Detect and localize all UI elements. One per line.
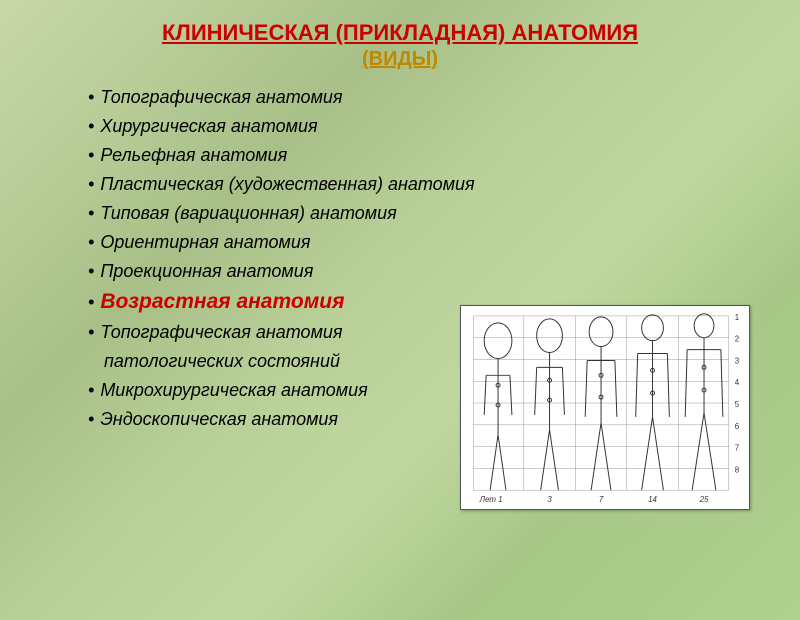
bullet-icon: •: [88, 292, 94, 313]
list-item-text: Эндоскопическая анатомия: [100, 409, 338, 430]
list-item-text: Ориентирная анатомия: [100, 232, 310, 253]
bullet-icon: •: [88, 380, 94, 401]
bullet-icon: •: [88, 87, 94, 108]
slide-title-main: КЛИНИЧЕСКАЯ (ПРИКЛАДНАЯ) АНАТОМИЯ: [0, 20, 800, 46]
svg-text:6: 6: [735, 422, 740, 431]
svg-text:7: 7: [735, 444, 739, 453]
bullet-icon: •: [88, 232, 94, 253]
svg-text:14: 14: [648, 495, 657, 504]
svg-text:1: 1: [735, 313, 740, 322]
list-item-text: Микрохирургическая анатомия: [100, 380, 367, 401]
list-item-text: Возрастная анатомия: [100, 290, 344, 314]
svg-text:5: 5: [735, 400, 740, 409]
age-proportions-svg: 1 2 3 4 5 6 7 8 Лет 1 3 7 14 25: [461, 306, 749, 509]
bullet-icon: •: [88, 409, 94, 430]
list-item: • Ориентирная анатомия: [88, 232, 800, 253]
list-item: • Пластическая (художественная) анатомия: [88, 174, 800, 195]
bullet-icon: •: [88, 261, 94, 282]
list-item: • Рельефная анатомия: [88, 145, 800, 166]
svg-text:4: 4: [735, 378, 740, 387]
list-item: • Типовая (вариационная) анатомия: [88, 203, 800, 224]
slide-title-sub: (ВИДЫ): [0, 48, 800, 71]
svg-text:3: 3: [735, 356, 740, 365]
list-item-text: Проекционная анатомия: [100, 261, 313, 282]
list-item-text: Топографическая анатомия: [100, 322, 342, 343]
svg-text:25: 25: [699, 495, 709, 504]
bullet-icon: •: [88, 322, 94, 343]
bullet-icon: •: [88, 116, 94, 137]
list-item-text: Рельефная анатомия: [100, 145, 287, 166]
list-item: • Проекционная анатомия: [88, 261, 800, 282]
svg-text:8: 8: [735, 465, 740, 474]
list-item-text: Топографическая анатомия: [100, 87, 342, 108]
svg-text:Лет 1: Лет 1: [479, 495, 503, 504]
list-item: • Хирургическая анатомия: [88, 116, 800, 137]
list-item-text: Хирургическая анатомия: [100, 116, 317, 137]
list-item: • Топографическая анатомия: [88, 87, 800, 108]
age-proportions-figure: 1 2 3 4 5 6 7 8 Лет 1 3 7 14 25: [460, 305, 750, 510]
list-item-text: Пластическая (художественная) анатомия: [100, 174, 474, 195]
bullet-icon: •: [88, 174, 94, 195]
list-item-text: Типовая (вариационная) анатомия: [100, 203, 396, 224]
svg-text:7: 7: [599, 495, 604, 504]
svg-text:2: 2: [735, 335, 739, 344]
list-item-subtext: патологических состояний: [104, 351, 340, 372]
bullet-icon: •: [88, 145, 94, 166]
svg-text:3: 3: [547, 495, 552, 504]
bullet-icon: •: [88, 203, 94, 224]
